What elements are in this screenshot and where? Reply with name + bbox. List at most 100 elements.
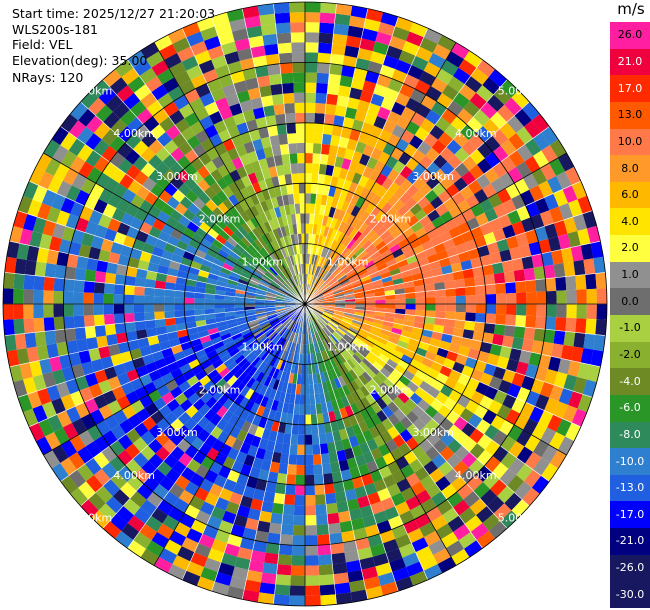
velocity-gate [389, 331, 401, 341]
velocity-gate [349, 241, 359, 252]
velocity-gate [312, 291, 322, 299]
velocity-gate [320, 235, 327, 247]
velocity-gate [423, 221, 436, 234]
velocity-gate [508, 441, 525, 458]
velocity-gate [247, 423, 259, 436]
velocity-gate [367, 246, 379, 257]
velocity-gate [268, 166, 278, 178]
velocity-gate [342, 479, 355, 492]
velocity-gate [354, 291, 365, 297]
velocity-gate [474, 235, 487, 249]
velocity-gate [326, 336, 335, 347]
velocity-gate [341, 283, 352, 290]
velocity-gate [375, 299, 386, 304]
velocity-gate [423, 132, 439, 148]
velocity-gate [344, 107, 358, 120]
velocity-gate [290, 383, 297, 395]
velocity-gate [168, 109, 185, 125]
velocity-gate [423, 374, 436, 387]
velocity-gate [463, 50, 483, 68]
velocity-gate [582, 379, 597, 398]
velocity-gate [226, 585, 245, 600]
velocity-gate [93, 468, 111, 486]
velocity-gate [404, 314, 416, 322]
velocity-gate [164, 354, 177, 366]
velocity-gate [173, 94, 190, 110]
velocity-gate [157, 92, 174, 109]
velocity-gate [182, 250, 195, 261]
velocity-gate [103, 111, 120, 129]
velocity-gate [305, 12, 321, 23]
velocity-gate [197, 429, 211, 443]
velocity-gate [245, 517, 259, 531]
velocity-gate [224, 311, 236, 317]
velocity-gate [263, 244, 273, 256]
velocity-gate [447, 515, 465, 532]
velocity-gate [239, 408, 251, 421]
velocity-gate [240, 360, 252, 372]
velocity-gate [273, 492, 286, 505]
velocity-gate [563, 374, 578, 392]
velocity-gate [155, 272, 168, 282]
velocity-gate [330, 175, 339, 188]
velocity-gate [445, 540, 464, 557]
colorbar-cell [610, 235, 650, 263]
velocity-gate [351, 319, 363, 326]
velocity-gate [89, 409, 105, 425]
velocity-gate [225, 501, 240, 515]
velocity-gate [323, 259, 331, 270]
velocity-gate [227, 533, 243, 548]
velocity-gate [322, 271, 331, 281]
velocity-gate [254, 214, 264, 226]
velocity-gate [446, 139, 462, 155]
velocity-gate [453, 460, 469, 477]
velocity-gate [323, 113, 335, 126]
velocity-gate [353, 67, 368, 81]
velocity-gate [406, 31, 424, 47]
velocity-gate [98, 249, 111, 263]
velocity-gate [305, 122, 315, 134]
velocity-gate [266, 289, 277, 295]
velocity-gate [284, 173, 293, 185]
velocity-gate [217, 430, 230, 444]
velocity-gate [563, 216, 578, 234]
velocity-gate [380, 249, 393, 259]
velocity-gate [337, 244, 347, 256]
velocity-gate [374, 340, 386, 350]
velocity-gate [305, 263, 308, 274]
velocity-gate [263, 449, 274, 462]
velocity-gate [433, 324, 445, 334]
velocity-gate [192, 254, 204, 265]
velocity-gate [71, 418, 88, 435]
velocity-gate [320, 361, 327, 373]
velocity-gate [282, 92, 295, 104]
velocity-gate [332, 287, 343, 294]
velocity-gate [355, 537, 371, 551]
velocity-gate [400, 354, 413, 365]
velocity-gate [139, 67, 157, 85]
velocity-gate [29, 422, 45, 442]
velocity-gate [351, 282, 363, 289]
velocity-gate [237, 371, 248, 383]
velocity-gate [313, 342, 319, 354]
velocity-gate [313, 254, 319, 266]
velocity-gate [390, 211, 403, 224]
velocity-gate [312, 373, 318, 385]
velocity-gate [257, 236, 267, 247]
velocity-gate [351, 259, 363, 269]
velocity-gate [364, 313, 375, 319]
velocity-gate [294, 322, 299, 333]
velocity-gate [286, 267, 293, 278]
velocity-gate [288, 224, 294, 236]
velocity-gate [583, 333, 596, 350]
velocity-gate [179, 196, 193, 209]
velocity-gate [210, 401, 223, 414]
velocity-gate [444, 468, 460, 484]
velocity-gate [114, 274, 127, 286]
velocity-gate [362, 342, 373, 352]
velocity-gate [549, 158, 566, 177]
velocity-gate [42, 371, 57, 388]
velocity-gate [278, 52, 293, 64]
velocity-gate [424, 246, 437, 258]
velocity-gate [3, 319, 15, 336]
